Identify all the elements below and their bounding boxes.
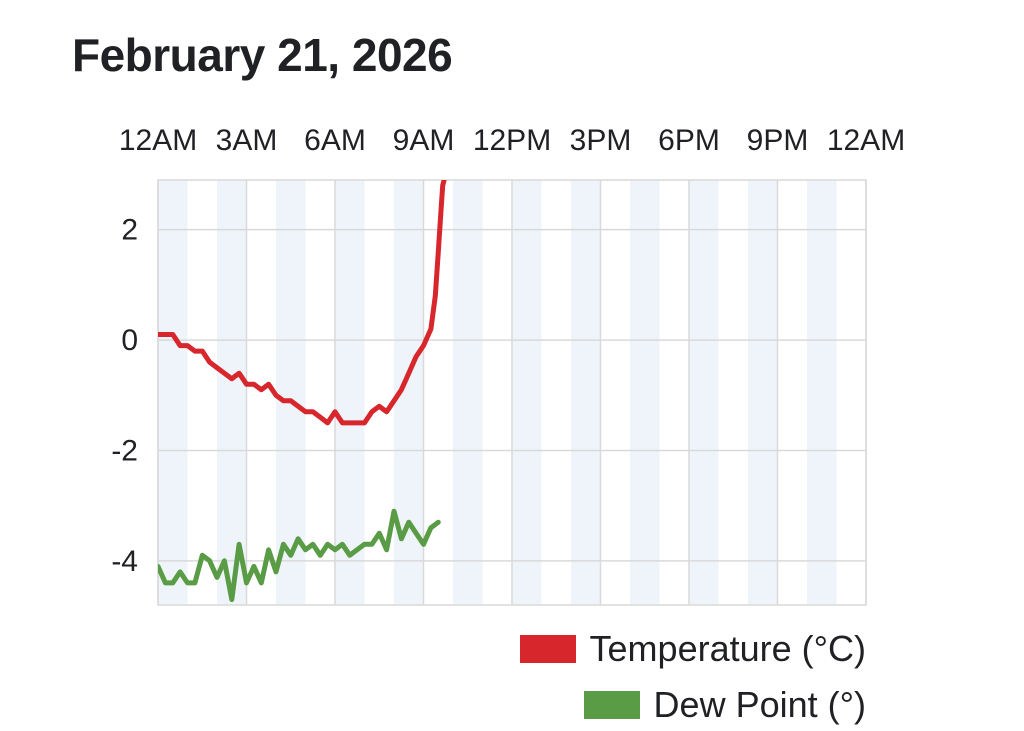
hour-band [276,180,306,605]
x-tick-label: 12AM [827,124,905,157]
legend: Temperature (°C) Dew Point (°) [519,628,866,726]
x-tick-label: 3PM [570,124,632,157]
plot-frame [157,179,867,606]
time-bands [158,180,837,605]
x-axis-ticks: 12AM 3AM 6AM 9AM 12PM 3PM 6PM 9PM 12AM [119,124,905,157]
legend-swatch-temperature [519,635,576,663]
hour-band [335,180,365,605]
x-tick-label: 6AM [304,124,366,157]
legend-label-temperature: Temperature (°C) [589,628,866,669]
x-tick-label: 9PM [747,124,809,157]
x-tick-label: 12AM [119,124,197,157]
temperature-line [158,180,447,426]
hour-band [453,180,483,605]
hour-band [217,180,247,605]
x-tick-label: 6PM [658,124,720,157]
legend-item-temperature[interactable]: Temperature (°C) [519,628,866,670]
x-tick-label: 12PM [473,124,551,157]
legend-label-dew-point: Dew Point (°) [653,684,866,725]
y-axis-ticks: 2 0 -2 -4 [111,214,138,578]
hour-band [689,180,719,605]
y-tick-label: -2 [111,434,138,467]
x-tick-label: 9AM [393,124,455,157]
hour-band [512,180,542,605]
hour-band [630,180,660,605]
hour-band [158,180,188,605]
dew-point-line [158,508,441,602]
legend-item-dew-point[interactable]: Dew Point (°) [583,684,866,726]
hour-band [571,180,601,605]
hour-band [807,180,837,605]
y-tick-label: 0 [121,324,138,357]
y-tick-label: -4 [111,545,138,578]
page-title: February 21, 2026 [72,29,453,81]
y-tick-label: 2 [121,214,138,247]
chart-grid [157,179,867,606]
legend-swatch-dew-point [583,691,640,719]
hour-band [748,180,778,605]
temperature-dewpoint-chart: 12AM 3AM 6AM 9AM 12PM 3PM 6PM 9PM 12AM 2 0 -2 -4 [111,124,905,606]
x-tick-label: 3AM [216,124,278,157]
series-lines [158,180,447,602]
